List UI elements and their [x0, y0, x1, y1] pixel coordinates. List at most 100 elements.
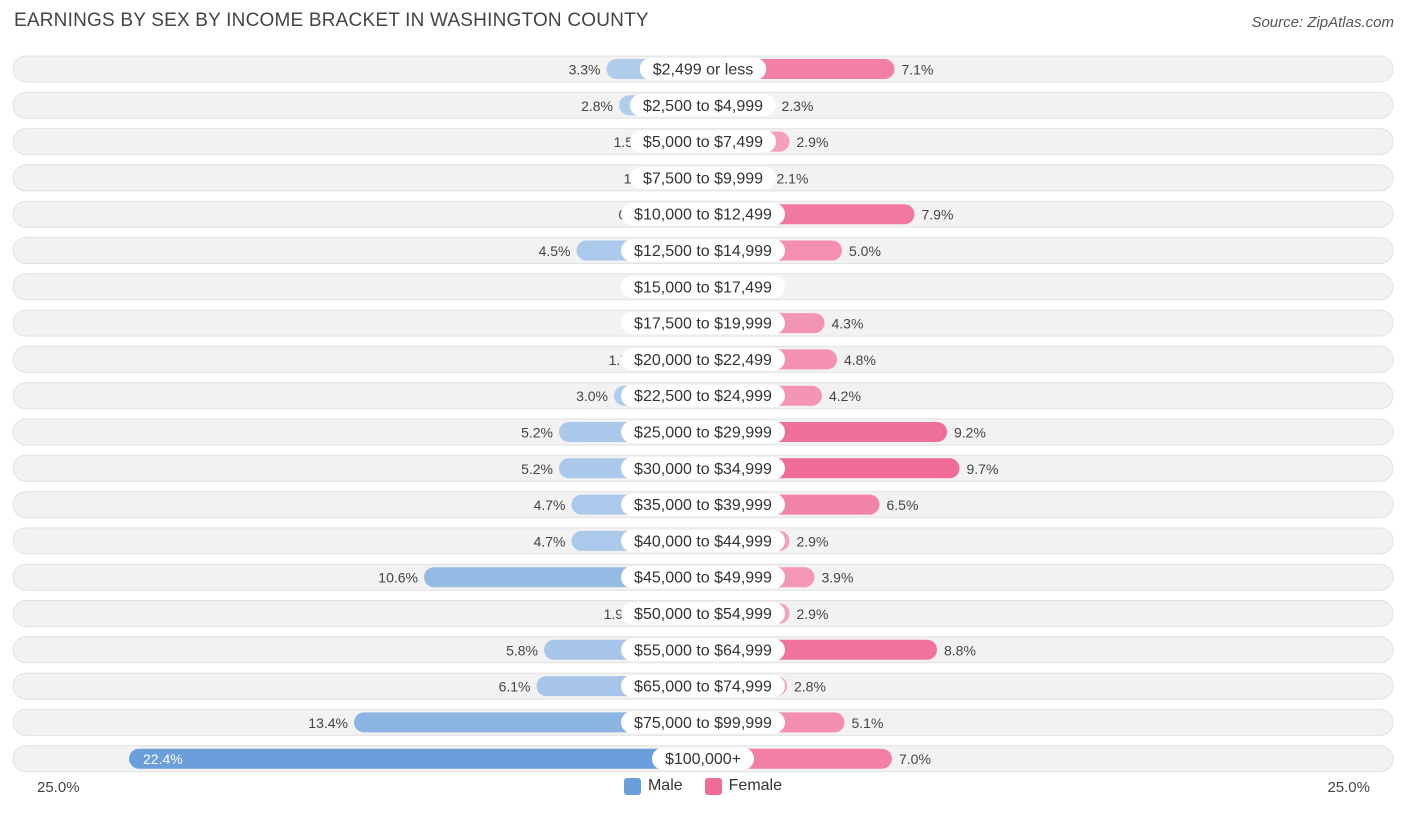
category-pill: [629, 94, 777, 117]
female-value-label: 2.9%: [797, 606, 829, 622]
female-value-label: 5.1%: [852, 715, 884, 731]
female-value-label: 4.8%: [844, 352, 876, 368]
category-pill: [621, 602, 785, 625]
category-label: $10,000 to $12,499: [634, 207, 772, 224]
category-pill: [621, 275, 785, 298]
bar-row: 13.4% 5.1% $75,000 to $99,999: [12, 708, 1394, 736]
category-label: $75,000 to $99,999: [634, 715, 772, 732]
male-value-label: 4.7%: [534, 533, 566, 549]
category-label: $50,000 to $54,999: [634, 606, 772, 623]
category-pill: [621, 711, 785, 734]
axis-right-label: 25.0%: [1327, 779, 1370, 796]
category-label: $45,000 to $49,999: [634, 570, 772, 587]
male-value-label: 22.4%: [143, 751, 183, 767]
category-pill: [621, 312, 785, 335]
bar-row: 3.3% 7.1% $2,499 or less: [12, 55, 1394, 83]
female-value-label: 9.7%: [967, 461, 999, 477]
legend: Male Female: [0, 777, 1406, 795]
bar-row: 1.9% 2.9%$50,000 to $54,999: [12, 600, 1394, 627]
female-value-label: 3.9%: [822, 570, 854, 586]
female-value-label: 8.8%: [944, 642, 976, 658]
legend-item-female[interactable]: Female: [704, 777, 783, 795]
male-value-label: 4.7%: [534, 497, 566, 513]
bar-row: 5.2% 9.2% $25,000 to $29,999: [12, 418, 1394, 446]
male-bar: [354, 712, 703, 733]
legend-label-male: Male: [647, 777, 683, 794]
category-pill: [639, 58, 767, 80]
bar-row: 6.1% 2.8% $65,000 to $74,999: [12, 672, 1394, 700]
axis-left-label: 25.0%: [37, 779, 80, 796]
female-value-label: 2.9%: [797, 134, 829, 150]
bar-row: 0.21%4.3%$17,500 to $19,999: [12, 309, 1394, 337]
bar-row: 1.1%0.69%$15,000 to $17,499: [12, 273, 1394, 301]
category-label: $40,000 to $44,999: [634, 533, 772, 550]
category-pill: [629, 166, 777, 189]
male-value-label: 10.6%: [378, 570, 418, 586]
bar-row: 0.99%7.9%$10,000 to $12,499: [12, 200, 1394, 228]
category-pill: [621, 421, 785, 443]
category-pill: [621, 239, 785, 262]
category-label: $5,000 to $7,499: [643, 134, 763, 151]
category-label: $35,000 to $39,999: [634, 497, 772, 514]
female-value-label: 7.0%: [899, 751, 931, 767]
category-label: $7,500 to $9,999: [643, 170, 763, 187]
legend-swatch-male: [623, 777, 641, 795]
male-value-label: 4.5%: [539, 243, 571, 259]
male-value-label: 5.2%: [521, 425, 553, 441]
category-label: $25,000 to $29,999: [634, 425, 772, 442]
legend-label-female: Female: [728, 777, 783, 794]
bar-row: 1.1%2.1%$7,500 to $9,999: [12, 164, 1394, 192]
category-label: $100,000+: [665, 751, 741, 768]
male-value-label: 6.1%: [499, 679, 531, 695]
male-value-label: 2.8%: [581, 98, 613, 114]
category-pill: [621, 348, 785, 371]
bar-row: 2.8% 2.3% $2,500 to $4,999: [12, 91, 1394, 119]
category-pill: [629, 130, 777, 153]
legend-item-male[interactable]: Male: [623, 777, 683, 795]
bar-row: 22.4% 7.0% $100,000+: [12, 745, 1394, 773]
category-pill: [621, 203, 785, 226]
category-label: $2,499 or less: [653, 62, 754, 79]
bar-row: 10.6% 3.9% $45,000 to $49,999: [12, 563, 1394, 591]
chart-title: EARNINGS BY SEX BY INCOME BRACKET IN WAS…: [14, 10, 649, 31]
category-pill: [621, 566, 785, 589]
category-pill: [621, 493, 785, 516]
female-value-label: 7.1%: [902, 62, 934, 78]
bar-row: 4.5% 5.0% $12,500 to $14,999: [12, 237, 1394, 264]
category-label: $2,500 to $4,999: [643, 98, 763, 115]
category-label: $17,500 to $19,999: [634, 316, 772, 333]
bar-row: 1.7%4.8%$20,000 to $22,499: [12, 345, 1394, 373]
female-value-label: 4.3%: [832, 316, 864, 332]
female-value-label: 2.1%: [777, 170, 809, 186]
bar-row: 3.0% 4.2% $22,500 to $24,999: [12, 382, 1394, 410]
chart-canvas: 3.3% 7.1% $2,499 or less 2.8% 2.3% $2,500 to …: [12, 55, 1394, 773]
category-label: $30,000 to $34,999: [634, 461, 772, 478]
bar-row: 4.7% 6.5% $35,000 to $39,999: [12, 491, 1394, 519]
female-value-label: 6.5%: [887, 497, 919, 513]
source-credit: Source: ZipAtlas.com: [1251, 14, 1394, 31]
category-label: $12,500 to $14,999: [634, 243, 772, 260]
male-value-label: 5.8%: [506, 642, 538, 658]
category-pill: [621, 457, 785, 480]
category-label: $20,000 to $22,499: [634, 352, 772, 369]
category-pill: [621, 638, 785, 661]
female-value-label: 2.8%: [794, 679, 826, 695]
female-value-label: 7.9%: [922, 207, 954, 223]
female-value-label: 2.3%: [782, 98, 814, 114]
male-value-label: 5.2%: [521, 461, 553, 477]
female-value-label: 2.9%: [797, 533, 829, 549]
category-pill: [621, 529, 785, 552]
category-label: $15,000 to $17,499: [634, 279, 772, 296]
male-value-label: 3.3%: [569, 62, 601, 78]
category-pill: [651, 747, 755, 770]
bar-row: 1.5% 2.9%$5,000 to $7,499: [12, 128, 1394, 156]
female-value-label: 9.2%: [954, 425, 986, 441]
bar-row: 4.7% 2.9% $40,000 to $44,999: [12, 527, 1394, 555]
category-label: $55,000 to $64,999: [634, 642, 772, 659]
legend-swatch-female: [704, 777, 722, 795]
bar-row: 5.2% 9.7% $30,000 to $34,999: [12, 454, 1394, 482]
male-value-label: 13.4%: [308, 715, 348, 731]
male-bar: [129, 748, 703, 769]
category-label: $65,000 to $74,999: [634, 679, 772, 696]
category-label: $22,500 to $24,999: [634, 388, 772, 405]
